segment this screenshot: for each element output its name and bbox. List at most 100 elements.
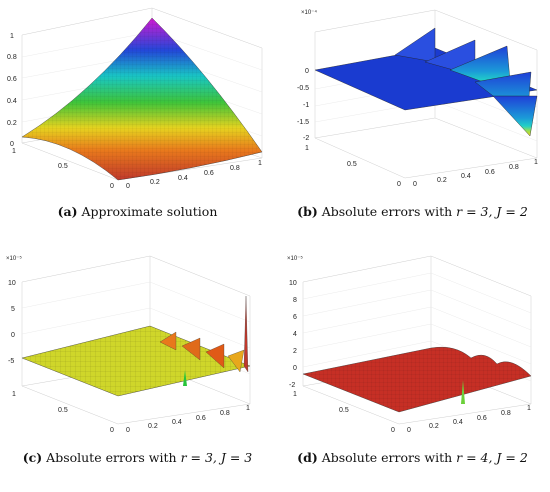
x-tick: 0 [126,183,130,190]
error-surface [21,295,251,397]
z-tick: 0 [305,68,309,75]
caption-c: (c) Absolute errors with r = 3, J = 3 [0,450,275,465]
x-tick-labels: 0 0.2 0.4 0.6 0.8 1 [126,405,250,434]
caption-text: Absolute errors with [42,450,181,465]
z-tick: 0 [293,365,297,372]
x-tick: 1 [527,405,531,412]
y-tick: 0.5 [58,407,68,414]
error-surface [314,27,538,137]
x-tick-labels: 0 0.2 0.4 0.6 0.8 1 [407,405,531,434]
y-tick-labels: 1 0.5 0 [293,391,395,434]
z-tick: 0 [10,141,14,148]
z-tick-labels: 0 -0.5 -1 -1.5 -2 [297,68,309,142]
panel-errors-r4-j2: ×10⁻⁵ 10 8 6 4 2 0 -2 1 0.5 0 0 0.2 0.4 … [275,246,550,492]
y-tick: 0 [110,427,114,434]
caption-math: r = 4, J = 2 [456,450,528,465]
caption-text: Absolute errors with [317,204,457,219]
axis-exponent: ×10⁻⁵ [6,255,22,262]
x-tick: 0.4 [172,419,182,426]
y-tick: 0.5 [58,163,68,170]
error-surface [302,346,532,413]
caption-math: r = 3, J = 3 [180,450,253,465]
caption-text: Approximate solution [77,204,218,219]
y-tick-labels: 1 0.5 0 [12,391,114,434]
y-tick-labels: 1 0.5 0 [12,148,114,190]
y-tick: 1 [12,148,16,155]
caption-d: (d) Absolute errors with r = 4, J = 2 [275,450,550,465]
x-tick: 1 [534,159,538,166]
z-tick: 8 [293,297,297,304]
solution-surface [21,17,263,181]
z-tick: 10 [8,280,16,287]
z-tick: 0.6 [7,76,17,83]
z-tick: 0 [11,332,15,339]
caption-b: (b) Absolute errors with r = 3, J = 2 [275,204,550,219]
x-tick: 0 [126,427,130,434]
surface-plot-d: ×10⁻⁵ 10 8 6 4 2 0 -2 1 0.5 0 0 0.2 0.4 … [287,255,532,434]
x-tick: 0.6 [196,415,206,422]
z-tick: 5 [11,306,15,313]
surface-plot-a: 1 0.8 0.6 0.4 0.2 0 1 0.5 0 0 0.2 0.4 0.… [7,7,263,190]
x-tick: 0 [413,181,417,188]
z-tick: -2 [303,135,309,142]
caption-letter: (b) [297,204,318,219]
surface-plot-b: ×10⁻⁴ 0 -0.5 -1 -1.5 -2 1 0.5 0 0 0.2 0.… [297,9,538,188]
z-tick: -1 [303,102,309,109]
z-tick: -2 [289,382,295,389]
x-tick: 0.8 [501,410,511,417]
panel-errors-r3-j2: ×10⁻⁴ 0 -0.5 -1 -1.5 -2 1 0.5 0 0 0.2 0.… [275,0,550,246]
z-tick: 4 [293,331,297,338]
z-tick-labels: 10 8 6 4 2 0 -2 [289,280,297,389]
y-tick: 1 [305,145,309,152]
z-tick: 1 [10,33,14,40]
caption-letter: (a) [57,204,78,219]
y-tick: 0 [397,181,401,188]
x-tick: 0.4 [178,175,188,182]
caption-letter: (d) [297,450,318,465]
x-tick: 0.8 [509,164,519,171]
y-tick: 0 [391,427,395,434]
x-tick: 0 [407,427,411,434]
caption-letter: (c) [22,450,43,465]
caption-math: r = 3, J = 2 [456,204,528,219]
y-tick: 1 [293,391,297,398]
x-tick: 0.2 [437,177,447,184]
y-tick: 1 [12,391,16,398]
caption-a: (a) Approximate solution [0,204,275,219]
z-tick: -5 [8,358,14,365]
x-tick: 0.6 [485,169,495,176]
axis-exponent: ×10⁻⁵ [287,255,303,262]
z-tick-labels: 1 0.8 0.6 0.4 0.2 0 [7,33,17,148]
x-tick-labels: 0 0.2 0.4 0.6 0.8 1 [413,159,538,188]
x-tick: 0.2 [150,179,160,186]
x-tick: 0.6 [477,415,487,422]
x-tick: 0.4 [453,419,463,426]
z-tick: -1.5 [297,119,309,126]
panel-errors-r3-j3: ×10⁻⁵ 10 5 0 -5 1 0.5 0 0 0.2 0.4 0.6 0.… [0,246,275,492]
y-tick: 0.5 [339,407,349,414]
z-tick-labels: 10 5 0 -5 [8,280,16,365]
y-tick: 0.5 [347,161,357,168]
z-tick: 0.8 [7,54,17,61]
x-tick: 0.2 [148,423,158,430]
x-tick: 0.8 [220,410,230,417]
x-tick: 0.8 [230,165,240,172]
x-tick: 1 [258,160,262,167]
z-tick: 0.2 [7,120,17,127]
axis-exponent: ×10⁻⁴ [301,9,317,16]
caption-text: Absolute errors with [317,450,457,465]
y-tick-labels: 1 0.5 0 [305,145,401,188]
z-tick: 2 [293,348,297,355]
panel-approximate-solution: 1 0.8 0.6 0.4 0.2 0 1 0.5 0 0 0.2 0.4 0.… [0,0,275,246]
surface-plot-c: ×10⁻⁵ 10 5 0 -5 1 0.5 0 0 0.2 0.4 0.6 0.… [6,255,251,434]
z-tick: 10 [289,280,297,287]
x-tick-labels: 0 0.2 0.4 0.6 0.8 1 [126,160,262,190]
x-tick: 0.4 [461,173,471,180]
x-tick: 0.2 [429,423,439,430]
z-tick: -0.5 [297,85,309,92]
y-tick: 0 [110,183,114,190]
x-tick: 0.6 [204,170,214,177]
x-tick: 1 [246,405,250,412]
z-tick: 6 [293,314,297,321]
z-tick: 0.4 [7,98,17,105]
